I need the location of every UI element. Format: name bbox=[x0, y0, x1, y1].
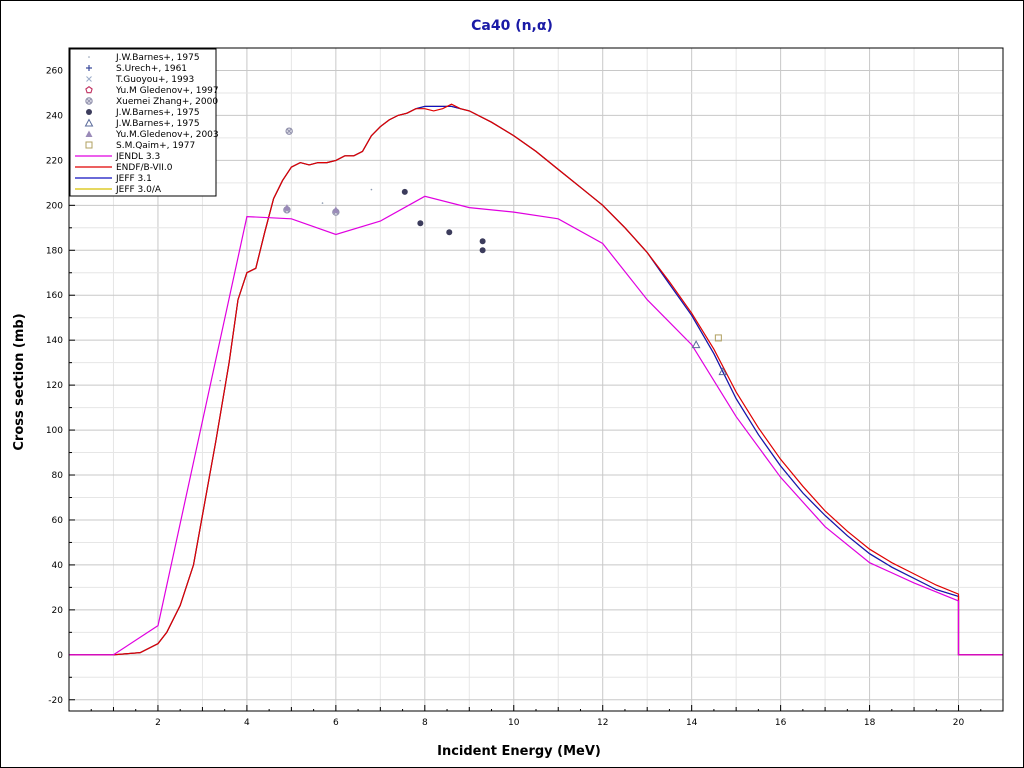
x-tick-label: 18 bbox=[864, 718, 876, 728]
grid bbox=[69, 48, 1003, 711]
chart-title: Ca40 (n,α) bbox=[471, 18, 553, 34]
x-tick-label: 10 bbox=[508, 718, 520, 728]
legend-label: Xuemei Zhang+, 2000 bbox=[116, 97, 218, 107]
y-tick-label: 80 bbox=[52, 471, 64, 481]
legend-label: J.W.Barnes+, 1975 bbox=[115, 53, 200, 63]
data-point bbox=[401, 188, 408, 195]
series-line bbox=[69, 195, 1003, 656]
data-point bbox=[321, 202, 324, 204]
legend-label: S.M.Qaim+, 1977 bbox=[116, 141, 195, 151]
x-tick-label: 16 bbox=[775, 718, 787, 728]
legend-label: J.W.Barnes+, 1975 bbox=[115, 119, 200, 129]
data-point bbox=[332, 206, 340, 213]
data-point bbox=[479, 238, 486, 245]
data-point bbox=[85, 141, 93, 149]
legend-label: JEFF 3.0/A bbox=[115, 185, 162, 195]
y-tick-label: 20 bbox=[52, 606, 64, 616]
x-tick-label: 14 bbox=[686, 718, 698, 728]
x-tick-label: 12 bbox=[597, 718, 608, 728]
x-tick-label: 6 bbox=[333, 718, 339, 728]
y-tick-label: 60 bbox=[52, 516, 64, 526]
y-tick-label: 100 bbox=[46, 426, 63, 436]
y-tick-label: 240 bbox=[46, 111, 63, 121]
y-tick-label: -20 bbox=[48, 696, 63, 706]
x-axis-label: Incident Energy (MeV) bbox=[437, 744, 601, 759]
data-point bbox=[479, 247, 486, 254]
series-layer bbox=[69, 103, 1003, 656]
data-point bbox=[219, 379, 222, 382]
data-point bbox=[88, 56, 90, 58]
data-point bbox=[85, 86, 93, 94]
y-axis-label: Cross section (mb) bbox=[12, 313, 27, 450]
data-point bbox=[86, 65, 92, 71]
y-tick-label: 0 bbox=[57, 651, 63, 661]
legend-label: JENDL 3.3 bbox=[115, 152, 160, 162]
data-point bbox=[86, 109, 92, 115]
y-tick-label: 200 bbox=[46, 201, 63, 211]
legend-label: ENDF/B-VII.0 bbox=[116, 163, 173, 173]
data-point bbox=[84, 118, 94, 127]
y-tick-label: 140 bbox=[46, 336, 63, 346]
x-tick-label: 2 bbox=[155, 718, 161, 728]
y-tick-label: 260 bbox=[46, 66, 63, 76]
data-point-cross bbox=[286, 128, 292, 134]
y-tick-label: 180 bbox=[46, 246, 63, 256]
data-point bbox=[714, 334, 722, 342]
y-tick-label: 40 bbox=[52, 561, 64, 571]
data-point bbox=[283, 204, 291, 211]
data-point bbox=[417, 220, 424, 227]
x-tick-label: 4 bbox=[244, 718, 250, 728]
y-tick-label: 220 bbox=[46, 156, 63, 166]
legend-label: Yu.M.Gledenov+, 2003 bbox=[115, 130, 219, 140]
data-point bbox=[691, 340, 701, 349]
data-point bbox=[370, 188, 373, 191]
x-tick-label: 8 bbox=[422, 718, 428, 728]
data-point bbox=[718, 367, 728, 376]
x-tick-label: 20 bbox=[953, 718, 965, 728]
data-point bbox=[85, 130, 93, 137]
series-line bbox=[69, 103, 1003, 656]
experimental-points bbox=[219, 127, 728, 382]
y-tick-label: 120 bbox=[46, 381, 63, 391]
legend-box bbox=[69, 48, 217, 197]
data-point bbox=[285, 127, 293, 135]
legend-label: S.Urech+, 1961 bbox=[116, 64, 187, 74]
data-point bbox=[85, 97, 93, 105]
plot-area bbox=[68, 47, 1004, 712]
legend-label: JEFF 3.1 bbox=[115, 174, 152, 184]
legend-label: J.W.Barnes+, 1975 bbox=[115, 108, 200, 118]
y-tick-label: 160 bbox=[46, 291, 63, 301]
data-point bbox=[86, 76, 92, 82]
data-point bbox=[446, 229, 453, 236]
legend-label: Yu.M Gledenov+, 1997 bbox=[115, 86, 219, 96]
data-point-cross bbox=[86, 98, 92, 104]
legend-label: T.Guoyou+, 1993 bbox=[115, 75, 194, 85]
